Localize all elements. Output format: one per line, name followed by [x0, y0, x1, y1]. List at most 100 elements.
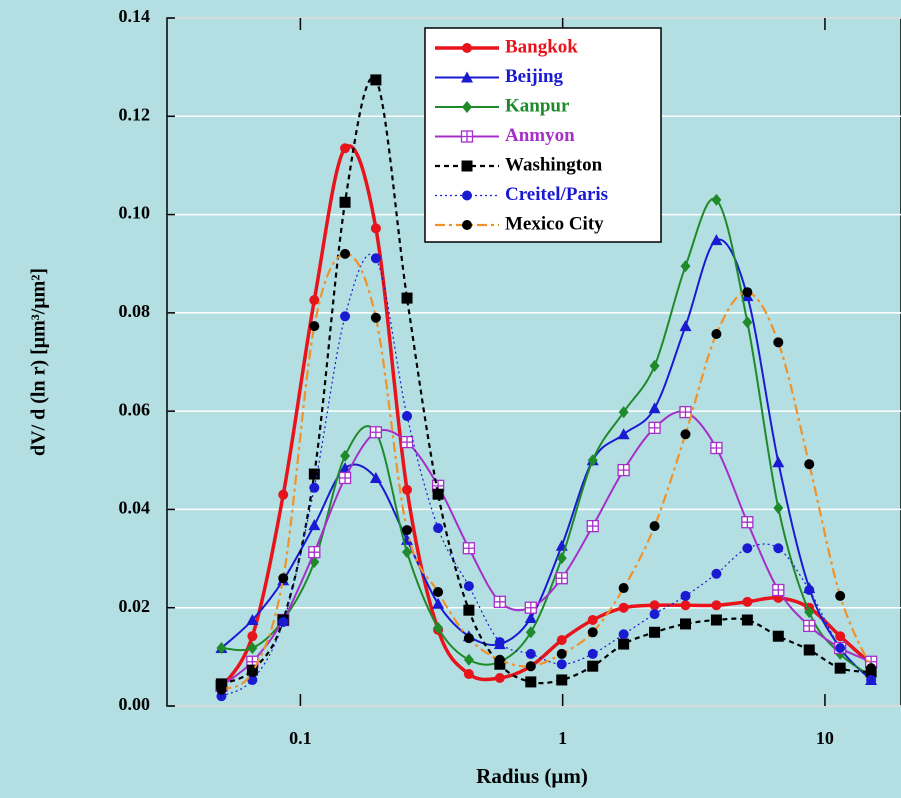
marker: [649, 359, 660, 372]
marker: [649, 600, 660, 611]
marker-cross: [618, 464, 630, 476]
marker: [742, 287, 753, 298]
marker-cross: [339, 472, 351, 484]
marker: [835, 643, 846, 654]
marker-cross: [461, 131, 473, 142]
x-tick-label: 1: [558, 728, 567, 748]
marker: [773, 543, 784, 554]
marker: [246, 614, 259, 625]
marker: [402, 546, 413, 559]
marker: [462, 190, 472, 201]
marker: [494, 637, 505, 648]
series-line: [221, 253, 872, 697]
marker: [556, 552, 567, 565]
marker: [710, 234, 723, 246]
marker: [525, 648, 536, 659]
marker: [525, 626, 536, 639]
y-tick-label: 0.10: [119, 203, 151, 223]
marker: [618, 406, 629, 419]
marker: [402, 484, 413, 495]
marker: [803, 644, 815, 656]
marker: [711, 568, 722, 579]
marker: [804, 459, 815, 470]
marker: [680, 590, 691, 601]
marker: [556, 648, 567, 659]
marker: [679, 405, 692, 419]
marker: [433, 621, 444, 634]
y-axis-title: dV/ d (ln r) [μm³/μm²]: [28, 268, 50, 456]
series-line: [220, 410, 872, 687]
marker: [433, 523, 444, 534]
marker: [648, 421, 661, 435]
marker: [617, 428, 630, 440]
marker-cross: [463, 542, 475, 554]
marker: [463, 669, 474, 680]
y-tick-label: 0.04: [119, 498, 151, 518]
marker: [587, 627, 598, 638]
y-tick-label: 0.08: [119, 301, 151, 321]
marker: [803, 619, 816, 633]
marker: [742, 316, 753, 329]
marker-cross: [494, 596, 506, 608]
marker: [461, 160, 473, 172]
marker: [247, 631, 258, 642]
marker: [278, 573, 289, 584]
marker: [649, 626, 661, 638]
y-tick-label: 0.02: [119, 596, 151, 616]
marker: [216, 684, 227, 695]
marker-cross: [587, 520, 599, 532]
marker: [710, 614, 722, 626]
marker: [247, 667, 258, 678]
marker: [340, 311, 351, 322]
marker: [618, 638, 630, 650]
marker-cross: [772, 584, 784, 596]
y-tick-label: 0.12: [119, 104, 151, 124]
marker-cross: [401, 436, 413, 448]
marker: [463, 604, 475, 616]
marker: [711, 193, 722, 206]
marker: [618, 583, 629, 594]
marker-cross: [649, 422, 661, 434]
marker: [460, 130, 474, 143]
marker: [463, 653, 474, 666]
marker: [338, 471, 352, 485]
marker-cross: [741, 516, 753, 528]
marker: [309, 321, 320, 332]
legend-label: Beijing: [505, 66, 564, 87]
marker: [308, 546, 321, 559]
x-axis-title: Radius (μm): [476, 764, 588, 788]
marker: [370, 253, 381, 264]
marker-cross: [370, 426, 382, 438]
marker: [278, 489, 289, 500]
marker: [340, 143, 351, 154]
plot-layer: [215, 74, 878, 702]
legend-label: Creitel/Paris: [505, 184, 608, 205]
marker: [339, 196, 351, 208]
marker: [711, 328, 722, 339]
marker: [586, 519, 599, 533]
marker: [866, 674, 877, 685]
legend-label: Mexico City: [505, 213, 604, 234]
marker: [308, 519, 321, 531]
marker: [525, 661, 536, 672]
marker: [556, 635, 567, 646]
marker: [369, 426, 383, 439]
marker: [680, 429, 691, 440]
marker: [370, 223, 381, 234]
marker: [461, 71, 473, 83]
marker: [804, 606, 815, 619]
marker: [773, 501, 784, 514]
marker: [773, 337, 784, 348]
marker: [402, 411, 413, 422]
marker: [432, 597, 445, 609]
x-tick-label: 10: [816, 728, 834, 748]
marker: [493, 595, 506, 608]
marker: [463, 633, 474, 644]
marker: [462, 542, 476, 555]
marker: [433, 586, 444, 597]
marker: [524, 601, 537, 614]
marker: [525, 676, 537, 688]
marker: [680, 260, 691, 273]
marker: [462, 101, 472, 113]
marker: [587, 615, 598, 625]
